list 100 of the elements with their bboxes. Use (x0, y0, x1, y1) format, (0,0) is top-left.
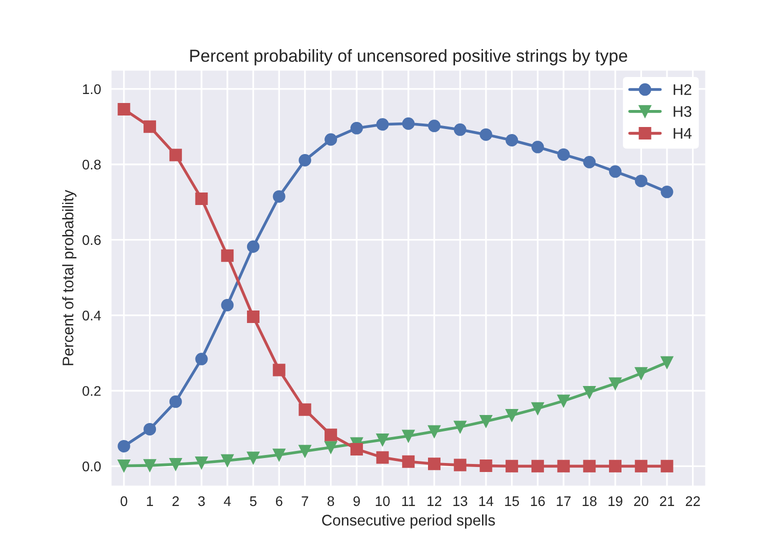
x-tick-label: 6 (276, 496, 282, 506)
point (634, 460, 648, 472)
legend-label: H2 (674, 84, 692, 95)
point (660, 460, 674, 472)
point (144, 459, 156, 472)
point (402, 117, 415, 130)
point (454, 458, 466, 472)
point (428, 458, 440, 470)
point (480, 460, 492, 472)
y-tick-label: 0.4 (82, 310, 101, 320)
x-tick-label: 4 (224, 496, 231, 506)
y-axis-title: Percent of total probability (62, 190, 76, 366)
point (118, 440, 130, 452)
point (221, 298, 234, 312)
x-tick-label: 18 (582, 496, 597, 506)
point (272, 448, 286, 462)
point (531, 140, 544, 154)
point (402, 430, 415, 442)
x-tick-label: 1 (146, 496, 153, 506)
point (376, 451, 389, 464)
point (660, 356, 674, 369)
legend-label: H3 (674, 106, 692, 117)
point (376, 118, 389, 131)
point (118, 460, 130, 472)
x-tick-label: 12 (428, 496, 442, 506)
point (557, 460, 570, 472)
x-tick-label: 20 (634, 496, 648, 506)
point (609, 377, 622, 390)
x-tick-label: 14 (479, 496, 494, 506)
point (480, 415, 492, 428)
point (634, 367, 648, 380)
chart-title: Percent probability of uncensored positive strings by type (190, 49, 628, 66)
point (169, 148, 182, 162)
point (402, 455, 415, 468)
point (118, 103, 130, 116)
x-tick-label: 22 (686, 496, 700, 506)
legend-label: H4 (674, 128, 692, 139)
point (350, 442, 363, 456)
point (428, 120, 440, 132)
point (246, 240, 260, 253)
x-tick-label: 16 (531, 496, 545, 506)
point (454, 420, 466, 434)
point (376, 434, 389, 446)
point (583, 386, 596, 398)
point (609, 460, 622, 472)
point (583, 156, 596, 168)
point (298, 154, 312, 166)
point (195, 352, 208, 366)
point (221, 249, 234, 262)
point (246, 452, 260, 464)
y-tick-label: 0.0 (82, 462, 101, 472)
x-tick-label: 10 (376, 496, 390, 506)
x-axis-title: Consecutive period spells (322, 514, 495, 529)
point (298, 444, 312, 458)
point (557, 148, 570, 161)
point (506, 409, 518, 422)
x-tick-label: 3 (198, 496, 205, 506)
x-tick-label: 0 (120, 496, 128, 506)
x-tick-label: 21 (660, 496, 674, 506)
y-tick-label: 1.0 (83, 84, 101, 94)
x-tick-label: 19 (608, 496, 622, 506)
x-tick-label: 9 (353, 496, 360, 506)
y-tick-label: 0.8 (82, 160, 101, 170)
point (531, 402, 544, 415)
x-tick-label: 15 (505, 496, 519, 506)
point (557, 394, 570, 408)
point (221, 454, 234, 467)
y-tick-label: 0.6 (82, 235, 101, 245)
point (609, 165, 622, 178)
point (195, 192, 208, 205)
point (660, 186, 674, 198)
x-tick-label: 13 (453, 496, 468, 506)
point (195, 456, 208, 470)
point (506, 134, 518, 146)
point (324, 133, 338, 146)
point (428, 425, 440, 438)
x-tick-label: 2 (172, 496, 179, 506)
point (246, 310, 260, 324)
x-tick-label: 5 (250, 496, 257, 506)
point (272, 364, 286, 376)
point (634, 174, 648, 188)
y-tick-label: 0.2 (82, 386, 101, 396)
point (169, 458, 182, 471)
point (454, 123, 466, 136)
point (583, 460, 596, 472)
point (298, 403, 312, 416)
point (350, 122, 363, 134)
point (144, 120, 156, 133)
point (169, 395, 182, 408)
x-tick-label: 11 (402, 496, 415, 506)
point (324, 441, 338, 454)
point (144, 422, 156, 436)
x-tick-label: 7 (302, 496, 308, 506)
point (506, 460, 518, 472)
point (324, 428, 338, 442)
point (531, 460, 544, 472)
point (272, 190, 286, 203)
x-tick-label: 17 (556, 496, 571, 506)
point (480, 128, 492, 141)
x-tick-label: 8 (328, 496, 334, 506)
